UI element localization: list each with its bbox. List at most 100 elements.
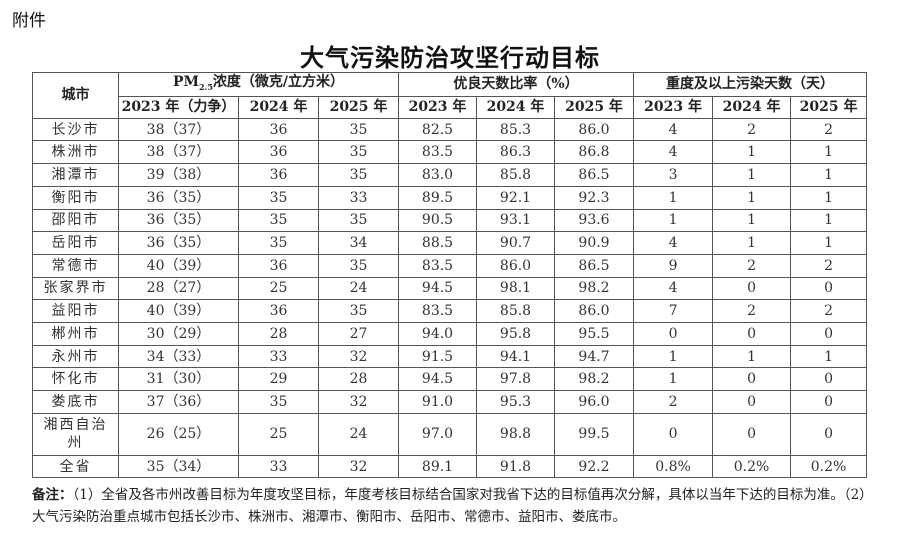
value-cell: 35 bbox=[238, 208, 319, 233]
header-good-days: 优良天数比率（%） bbox=[397, 72, 635, 97]
value-cell: 27 bbox=[318, 321, 399, 346]
value-cell: 34 bbox=[318, 231, 399, 255]
header-city: 城市 bbox=[32, 72, 119, 119]
value-cell: 34（33） bbox=[118, 344, 239, 369]
value-cell: 0 bbox=[790, 321, 868, 346]
value-cell: 36（35） bbox=[118, 231, 239, 255]
table-row: 张家界市 28（27） 25 24 94.5 98.1 98.2 4 0 0 bbox=[32, 276, 868, 301]
value-cell: 35 bbox=[318, 253, 399, 278]
header-year: 2024 年 bbox=[476, 95, 555, 119]
value-cell: 36 bbox=[238, 299, 319, 323]
value-cell: 92.1 bbox=[476, 185, 555, 210]
notes-text: （1）全省及各市州改善目标为年度攻坚目标，年度考核目标结合国家对我省下达的目标值… bbox=[32, 487, 866, 525]
value-cell: 37（36） bbox=[118, 390, 239, 414]
value-cell: 35 bbox=[318, 299, 399, 323]
header-year: 2025 年 bbox=[790, 95, 868, 119]
value-cell: 0 bbox=[712, 390, 792, 414]
value-cell: 86.0 bbox=[553, 117, 635, 142]
notes: 备注：（1）全省及各市州改善目标为年度攻坚目标，年度考核目标结合国家对我省下达的… bbox=[32, 484, 872, 528]
value-cell: 0 bbox=[633, 412, 714, 456]
value-cell: 85.8 bbox=[476, 163, 555, 187]
value-cell: 89.5 bbox=[398, 185, 477, 210]
table-row: 怀化市 31（30） 29 28 94.5 97.8 98.2 1 0 0 bbox=[32, 367, 868, 392]
value-cell: 97.8 bbox=[476, 367, 555, 392]
value-cell: 40（39） bbox=[118, 253, 239, 278]
value-cell: 98.1 bbox=[476, 276, 555, 301]
value-cell: 1 bbox=[633, 208, 714, 233]
value-cell: 94.5 bbox=[398, 276, 477, 301]
value-cell: 35 bbox=[238, 185, 319, 210]
value-cell: 91.8 bbox=[476, 454, 555, 479]
value-cell: 1 bbox=[790, 344, 868, 369]
value-cell: 2 bbox=[790, 253, 868, 278]
value-cell: 1 bbox=[790, 231, 868, 255]
value-cell: 94.1 bbox=[476, 344, 555, 369]
value-cell: 88.5 bbox=[398, 231, 477, 255]
value-cell: 33 bbox=[238, 454, 319, 479]
city-cell: 张家界市 bbox=[32, 276, 119, 301]
value-cell: 0 bbox=[790, 276, 868, 301]
value-cell: 83.5 bbox=[398, 299, 477, 323]
value-cell: 4 bbox=[633, 140, 714, 165]
table-row: 郴州市 30（29） 28 27 94.0 95.8 95.5 0 0 0 bbox=[32, 321, 868, 346]
value-cell: 35 bbox=[318, 208, 399, 233]
header-year: 2023 年（力争） bbox=[118, 95, 239, 119]
city-cell: 永州市 bbox=[32, 344, 119, 369]
value-cell: 83.0 bbox=[398, 163, 477, 187]
value-cell: 1 bbox=[790, 185, 868, 210]
value-cell: 7 bbox=[633, 299, 714, 323]
value-cell: 36（35） bbox=[118, 208, 239, 233]
value-cell: 30（29） bbox=[118, 321, 239, 346]
value-cell: 26（25） bbox=[118, 412, 239, 456]
city-cell: 常德市 bbox=[32, 253, 119, 278]
value-cell: 0 bbox=[790, 390, 868, 414]
value-cell: 85.8 bbox=[476, 299, 555, 323]
value-cell: 86.0 bbox=[476, 253, 555, 278]
value-cell: 92.2 bbox=[553, 454, 635, 479]
value-cell: 86.5 bbox=[553, 163, 635, 187]
value-cell: 35（34） bbox=[118, 454, 239, 479]
value-cell: 1 bbox=[712, 185, 792, 210]
value-cell: 1 bbox=[633, 367, 714, 392]
value-cell: 98.2 bbox=[553, 367, 635, 392]
pm-subscript: 2.5 bbox=[198, 81, 213, 92]
header-heavy-days: 重度及以上污染天数（天） bbox=[633, 72, 868, 97]
value-cell: 85.3 bbox=[476, 117, 555, 142]
value-cell: 35 bbox=[238, 231, 319, 255]
table-row: 常德市 40（39） 36 35 83.5 86.0 86.5 9 2 2 bbox=[32, 253, 868, 278]
value-cell: 82.5 bbox=[398, 117, 477, 142]
city-cell: 湘潭市 bbox=[32, 163, 119, 187]
city-cell: 湘西自治州 bbox=[32, 412, 119, 456]
header-year: 2025 年 bbox=[553, 95, 635, 119]
value-cell: 36 bbox=[238, 163, 319, 187]
value-cell: 90.7 bbox=[476, 231, 555, 255]
table-row: 益阳市 40（39） 36 35 83.5 85.8 86.0 7 2 2 bbox=[32, 299, 868, 323]
targets-table: 城市 PM2.5浓度（微克/立方米） 优良天数比率（%） 重度及以上污染天数（天… bbox=[32, 72, 868, 479]
value-cell: 25 bbox=[238, 276, 319, 301]
header-year: 2025 年 bbox=[318, 95, 399, 119]
value-cell: 36（35） bbox=[118, 185, 239, 210]
value-cell: 90.5 bbox=[398, 208, 477, 233]
city-cell: 岳阳市 bbox=[32, 231, 119, 255]
value-cell: 2 bbox=[712, 117, 792, 142]
value-cell: 94.7 bbox=[553, 344, 635, 369]
value-cell: 0 bbox=[712, 321, 792, 346]
value-cell: 1 bbox=[712, 344, 792, 369]
value-cell: 83.5 bbox=[398, 140, 477, 165]
value-cell: 35 bbox=[318, 140, 399, 165]
value-cell: 83.5 bbox=[398, 253, 477, 278]
value-cell: 2 bbox=[712, 253, 792, 278]
value-cell: 1 bbox=[790, 163, 868, 187]
value-cell: 2 bbox=[790, 117, 868, 142]
value-cell: 1 bbox=[712, 140, 792, 165]
value-cell: 33 bbox=[238, 344, 319, 369]
value-cell: 36 bbox=[238, 117, 319, 142]
value-cell: 4 bbox=[633, 231, 714, 255]
table-row: 湘潭市 39（38） 36 35 83.0 85.8 86.5 3 1 1 bbox=[32, 163, 868, 187]
city-cell: 株洲市 bbox=[32, 140, 119, 165]
value-cell: 0 bbox=[790, 367, 868, 392]
value-cell: 36 bbox=[238, 140, 319, 165]
value-cell: 1 bbox=[712, 231, 792, 255]
page-title: 大气污染防治攻坚行动目标 bbox=[300, 43, 600, 72]
value-cell: 32 bbox=[318, 390, 399, 414]
